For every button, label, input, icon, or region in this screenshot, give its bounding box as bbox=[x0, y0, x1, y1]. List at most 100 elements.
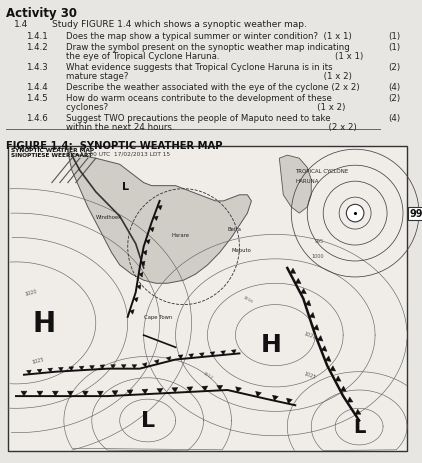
Text: How do warm oceans contribute to the development of these: How do warm oceans contribute to the dev… bbox=[66, 94, 332, 103]
Polygon shape bbox=[231, 350, 236, 354]
Polygon shape bbox=[200, 353, 204, 357]
Polygon shape bbox=[132, 365, 137, 369]
Polygon shape bbox=[79, 366, 84, 370]
Polygon shape bbox=[154, 217, 158, 221]
Polygon shape bbox=[202, 386, 208, 391]
Text: Study FIGURE 1.4 which shows a synoptic weather map.: Study FIGURE 1.4 which shows a synoptic … bbox=[52, 20, 307, 29]
Text: Maputo: Maputo bbox=[231, 248, 251, 253]
Text: 1.4.1: 1.4.1 bbox=[26, 32, 48, 41]
Text: within the next 24 hours.                                                       : within the next 24 hours. bbox=[66, 123, 357, 131]
Text: 1020: 1020 bbox=[24, 289, 37, 297]
Text: What evidence suggests that Tropical Cyclone Haruna is in its: What evidence suggests that Tropical Cyc… bbox=[66, 63, 333, 72]
Text: (4): (4) bbox=[388, 114, 400, 123]
Text: Describe the weather associated with the eye of the cyclone (2 x 2): Describe the weather associated with the… bbox=[66, 83, 360, 92]
Polygon shape bbox=[139, 273, 143, 277]
Text: L: L bbox=[141, 411, 155, 431]
Text: (2): (2) bbox=[388, 94, 400, 103]
Polygon shape bbox=[158, 206, 162, 210]
Polygon shape bbox=[355, 409, 361, 414]
Polygon shape bbox=[189, 354, 194, 358]
Polygon shape bbox=[157, 388, 163, 394]
Text: Beira: Beira bbox=[227, 226, 241, 232]
Text: Activity 30: Activity 30 bbox=[6, 7, 77, 20]
Polygon shape bbox=[305, 300, 311, 306]
Polygon shape bbox=[309, 313, 315, 319]
Circle shape bbox=[346, 205, 364, 222]
Polygon shape bbox=[221, 351, 225, 355]
Text: 1025: 1025 bbox=[32, 356, 45, 364]
Text: 992: 992 bbox=[409, 209, 422, 219]
Polygon shape bbox=[335, 376, 341, 382]
Polygon shape bbox=[37, 369, 42, 374]
Text: (1): (1) bbox=[388, 43, 400, 52]
Polygon shape bbox=[58, 368, 63, 372]
Text: 1025: 1025 bbox=[303, 370, 317, 379]
Polygon shape bbox=[142, 389, 148, 394]
Polygon shape bbox=[256, 392, 261, 397]
Text: the eye of Tropical Cyclone Haruna.                                          (1 : the eye of Tropical Cyclone Haruna. (1 bbox=[66, 52, 363, 61]
Polygon shape bbox=[325, 356, 331, 362]
Polygon shape bbox=[134, 298, 138, 302]
Polygon shape bbox=[21, 391, 27, 396]
Text: 1.4.3: 1.4.3 bbox=[26, 63, 48, 72]
Polygon shape bbox=[146, 240, 150, 244]
Text: 13:00 UTC  17/02/2013 LDT 15: 13:00 UTC 17/02/2013 LDT 15 bbox=[80, 150, 170, 156]
Polygon shape bbox=[154, 360, 159, 364]
Text: Harare: Harare bbox=[172, 232, 189, 238]
Polygon shape bbox=[273, 395, 279, 401]
Polygon shape bbox=[111, 365, 116, 369]
Text: HARUNA: HARUNA bbox=[295, 178, 319, 183]
Polygon shape bbox=[121, 365, 126, 369]
Polygon shape bbox=[347, 397, 353, 402]
Text: 1012: 1012 bbox=[202, 370, 213, 379]
Text: H: H bbox=[261, 332, 282, 357]
Text: Does the map show a typical summer or winter condition?  (1 x 1): Does the map show a typical summer or wi… bbox=[66, 32, 352, 41]
Polygon shape bbox=[97, 391, 103, 396]
Text: 1000: 1000 bbox=[311, 254, 324, 259]
Polygon shape bbox=[341, 386, 346, 392]
Polygon shape bbox=[187, 387, 193, 392]
Polygon shape bbox=[279, 156, 311, 213]
Polygon shape bbox=[287, 398, 292, 404]
Text: 1.4: 1.4 bbox=[14, 20, 28, 29]
Text: Suggest TWO precautions the people of Maputo need to take: Suggest TWO precautions the people of Ma… bbox=[66, 114, 330, 123]
Text: TROPICAL CYCLONE: TROPICAL CYCLONE bbox=[295, 169, 349, 174]
Polygon shape bbox=[300, 289, 306, 294]
Text: Cape Town: Cape Town bbox=[143, 315, 172, 319]
Polygon shape bbox=[321, 346, 327, 351]
Text: (4): (4) bbox=[388, 83, 400, 92]
Polygon shape bbox=[112, 391, 118, 396]
Polygon shape bbox=[130, 310, 134, 314]
Polygon shape bbox=[330, 366, 335, 371]
Text: 1.4.6: 1.4.6 bbox=[26, 114, 48, 123]
Polygon shape bbox=[68, 391, 73, 396]
Text: 1020: 1020 bbox=[303, 331, 317, 340]
Polygon shape bbox=[141, 262, 145, 266]
Text: 1.4.4: 1.4.4 bbox=[26, 83, 48, 92]
Polygon shape bbox=[235, 387, 241, 393]
Polygon shape bbox=[27, 370, 31, 375]
Text: 995: 995 bbox=[315, 238, 325, 244]
Text: mature stage?                                                                   : mature stage? bbox=[66, 72, 352, 81]
Polygon shape bbox=[317, 336, 323, 341]
Polygon shape bbox=[100, 365, 105, 369]
Text: SINOPTIESE WEERKAART: SINOPTIESE WEERKAART bbox=[11, 153, 92, 158]
Polygon shape bbox=[48, 368, 53, 372]
Polygon shape bbox=[127, 390, 133, 395]
Text: 1016: 1016 bbox=[242, 294, 253, 303]
Polygon shape bbox=[143, 251, 147, 256]
Polygon shape bbox=[89, 366, 95, 370]
Polygon shape bbox=[313, 325, 319, 331]
Polygon shape bbox=[150, 228, 154, 232]
Text: cyclones?                                                                       : cyclones? bbox=[66, 103, 345, 112]
Polygon shape bbox=[52, 391, 58, 396]
Text: L: L bbox=[353, 417, 365, 436]
Polygon shape bbox=[37, 391, 43, 396]
Polygon shape bbox=[69, 367, 73, 371]
Text: H: H bbox=[32, 309, 55, 337]
Text: Draw the symbol present on the synoptic weather map indicating: Draw the symbol present on the synoptic … bbox=[66, 43, 350, 52]
Polygon shape bbox=[166, 357, 171, 361]
Polygon shape bbox=[178, 355, 183, 359]
Text: (2): (2) bbox=[388, 63, 400, 72]
Polygon shape bbox=[290, 269, 296, 274]
